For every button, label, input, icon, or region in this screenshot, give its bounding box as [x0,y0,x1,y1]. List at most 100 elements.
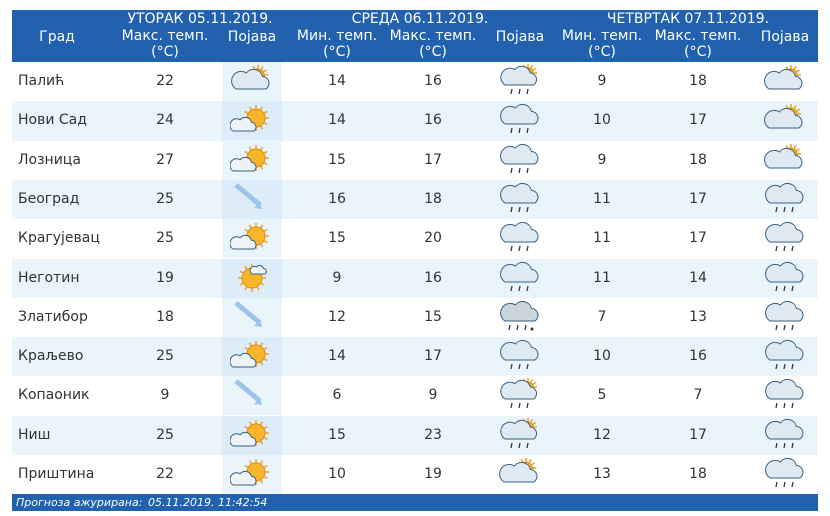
temperature: 25 [156,426,174,443]
temperature: 16 [424,73,442,89]
weather-icon [230,459,269,486]
weather-icon [230,341,269,368]
column-header: Град [39,29,75,45]
footer-label: Прогноза ажурирана: [16,496,143,509]
city-name: Копаоник [18,387,90,404]
temperature: 5 [597,387,607,404]
weather-icon [765,340,804,370]
temperature: 20 [424,230,442,247]
weather-icon [500,104,539,134]
temperature: 11 [593,190,611,207]
column-header: Макс. темп. [389,28,477,44]
table-header [12,10,818,62]
temperature: 17 [689,112,707,129]
weather-icon [231,65,270,90]
weather-icon [234,182,262,209]
temperature: 16 [424,269,442,286]
city-name: Београд [18,190,80,207]
temperature: 10 [328,466,346,482]
column-header: (°C) [684,44,712,60]
temperature: 9 [160,387,170,404]
city-name: Палић [18,73,65,89]
temperature: 11 [593,230,611,247]
temperature: 14 [328,112,346,129]
weather-icon [230,223,269,250]
temperature: 9 [332,269,342,286]
temperature: 9 [428,387,438,404]
weather-icon [234,379,262,406]
temperature: 18 [156,308,174,325]
weather-icon [764,65,803,90]
city-name: Лозница [18,151,81,168]
city-name: Крагујевац [18,230,100,247]
weather-icon [765,457,804,488]
temperature: 6 [332,387,342,404]
temperature: 15 [328,230,346,247]
weather-icon [500,300,539,331]
temperature: 7 [597,308,607,325]
temperature: 15 [328,426,346,443]
temperature: 15 [424,308,442,325]
temperature: 16 [689,348,707,365]
temperature: 19 [424,466,442,482]
weather-icon [230,419,269,447]
temperature: 7 [693,387,703,404]
column-header: (°C) [151,44,179,60]
temperature: 11 [593,269,611,286]
temperature: 18 [424,190,442,207]
temperature: 16 [328,190,346,207]
weather-icon [500,340,539,370]
city-name: Приштина [18,466,95,482]
day-header: УТОРАК 05.11.2019. [127,11,273,27]
city-name: Неготин [18,269,80,286]
column-header: (°C) [323,44,351,60]
temperature: 14 [328,73,346,89]
column-header: (°C) [588,44,616,60]
weather-icon [764,104,803,129]
temperature: 17 [689,426,707,443]
weather-icon [765,261,804,291]
temperature: 17 [424,151,442,168]
temperature: 17 [689,190,707,207]
weather-icon [765,182,804,213]
temperature: 10 [593,348,611,365]
temperature: 25 [156,348,174,365]
temperature: 15 [328,151,346,168]
temperature: 9 [597,151,607,168]
temperature: 12 [593,426,611,443]
table-row: Копаоник 9 6 9 5 7 [12,376,818,416]
weather-icon [500,143,539,173]
weather-icon [500,182,539,213]
table-row: Краљево 25 14 17 10 16 [12,337,818,377]
column-header: Појава [495,29,545,45]
temperature: 16 [424,112,442,129]
table-row: Београд 25 16 18 11 17 [12,179,818,220]
temperature: 13 [689,308,707,325]
city-name: Златибор [18,308,88,325]
weather-icon [500,64,538,95]
temperature: 18 [689,151,707,168]
weather-icon [500,222,539,252]
temperature: 23 [424,426,442,443]
temperature: 22 [156,73,174,89]
column-header: (°C) [419,44,447,60]
weather-icon [499,458,538,483]
weather-icon [500,378,538,409]
day-header: СРЕДА 06.11.2019. [351,11,489,27]
weather-icon [765,418,804,448]
weather-icon [230,105,269,132]
table-row: Палић 22 14 16 9 18 [12,62,818,102]
column-header: Макс. темп. [121,28,209,44]
temperature: 9 [597,73,607,89]
temperature: 17 [424,348,442,365]
column-header: Мин. темп. [561,28,643,44]
weather-icon [234,300,262,327]
weather-icon [765,300,804,330]
temperature: 25 [156,230,174,247]
column-header: Појава [227,29,277,45]
temperature: 12 [328,308,346,325]
temperature: 18 [689,73,707,89]
weather-icon [765,379,804,409]
column-header: Појава [760,29,810,45]
